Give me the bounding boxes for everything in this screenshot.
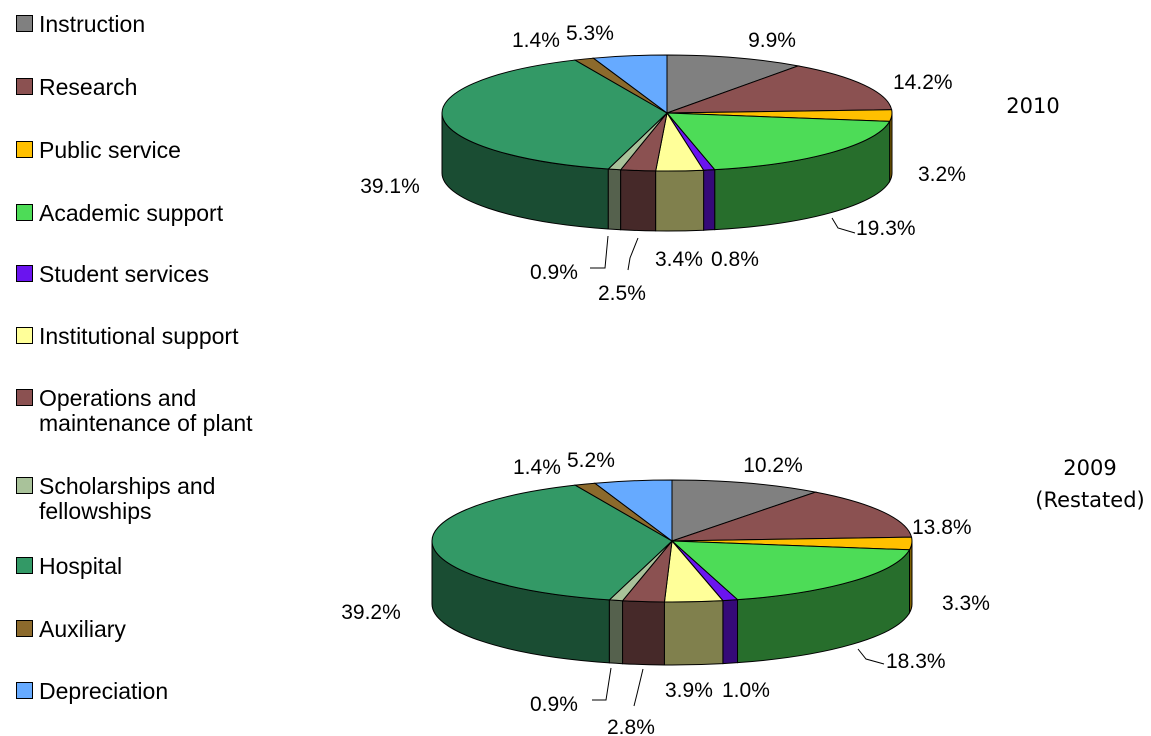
legend-item: Student services <box>16 262 209 287</box>
data-label: 0.9% <box>530 261 578 284</box>
legend-item: Academic support <box>16 201 223 226</box>
chart-title: 2009 <box>1063 456 1116 480</box>
pie-chart: 10.2% 13.8% 3.3% 18.3% 1.0% 3.9% 2.8% 0.9% 39.2%… <box>341 449 1145 736</box>
data-label: 3.3% <box>942 592 990 615</box>
data-label: 10.2% <box>743 454 803 477</box>
legend-label: Public service <box>39 137 181 163</box>
pie-slice-side <box>620 169 657 232</box>
legend: Instruction Research Public service Academi… <box>0 0 320 736</box>
data-label: 2.5% <box>598 282 646 305</box>
legend-item: Research <box>16 75 137 100</box>
legend-item: Depreciation <box>16 679 168 704</box>
legend-swatch <box>16 620 33 637</box>
data-label: 39.1% <box>360 175 420 198</box>
legend-swatch <box>16 204 33 221</box>
pie-slice-side <box>607 168 622 231</box>
data-label: 5.3% <box>566 22 614 45</box>
legend-swatch <box>16 265 33 282</box>
legend-swatch <box>16 15 33 32</box>
legend-swatch <box>16 389 33 406</box>
data-label: 0.9% <box>530 693 578 716</box>
pie-slice <box>666 65 893 114</box>
pie-slice-side <box>608 599 624 665</box>
data-label: 3.4% <box>655 248 703 271</box>
pie-slice <box>665 112 891 171</box>
legend-label: Institutional support <box>39 323 239 349</box>
legend-label: Operations and maintenance of plant <box>39 385 253 436</box>
legend-item: Hospital <box>16 554 122 579</box>
pie-slice-side <box>655 169 705 232</box>
data-label: 2.8% <box>607 716 655 736</box>
pie-slice <box>666 54 801 114</box>
legend-item: Instruction <box>16 12 145 37</box>
legend-swatch <box>16 477 33 494</box>
legend-label: Academic support <box>39 200 224 226</box>
leader-line <box>592 667 612 701</box>
pie-slice <box>671 479 818 542</box>
data-label: 9.9% <box>748 29 796 52</box>
data-label: 19.3% <box>856 217 916 240</box>
pie-slice <box>441 59 668 170</box>
legend-label: Student services <box>39 261 210 287</box>
legend-item: Auxiliary <box>16 617 126 642</box>
legend-label: Scholarships and fellowships <box>39 473 216 524</box>
legend-item: Public service <box>16 138 181 163</box>
chart-title: (Restated) <box>1035 488 1144 512</box>
pie-slice-side <box>663 600 724 666</box>
legend-item: Scholarships and fellowships <box>16 474 215 524</box>
data-label: 1.0% <box>722 679 770 702</box>
legend-swatch <box>16 141 33 158</box>
data-label: 0.8% <box>711 248 759 271</box>
pie-slice <box>592 54 668 114</box>
data-label: 1.4% <box>513 456 561 479</box>
data-label: 3.9% <box>665 679 713 702</box>
data-label: 1.4% <box>512 29 560 52</box>
legend-label: Auxiliary <box>39 616 126 642</box>
leader-line <box>627 237 639 271</box>
pie-slice <box>593 479 673 543</box>
legend-swatch <box>16 327 33 344</box>
legend-label: Instruction <box>39 11 146 37</box>
pie-slice <box>431 484 673 601</box>
legend-swatch <box>16 682 33 699</box>
leader-line <box>857 648 885 665</box>
data-label: 13.8% <box>912 516 972 539</box>
pie-slice-side <box>622 600 665 666</box>
data-label: 39.2% <box>341 601 401 624</box>
leader-line <box>590 235 609 269</box>
legend-label: Hospital <box>39 553 123 579</box>
pie-slice <box>671 491 913 542</box>
legend-swatch <box>16 557 33 574</box>
data-label: 18.3% <box>886 650 946 673</box>
legend-item: Operations and maintenance of plant <box>16 386 253 436</box>
chart-title: 2010 <box>1006 94 1059 118</box>
pie-slice <box>670 540 911 601</box>
pie-slice-side <box>722 599 739 665</box>
leader-line <box>831 217 856 234</box>
legend-label: Research <box>39 74 138 100</box>
legend-label: Depreciation <box>39 678 169 704</box>
data-label: 3.2% <box>918 163 966 186</box>
legend-item: Institutional support <box>16 324 238 349</box>
data-label: 14.2% <box>893 71 953 94</box>
pie-slice-side <box>703 169 716 231</box>
pie-chart: 9.9% 14.2% 3.2% 19.3% 0.8% 3.4% 2.5% 0.9% 39.1% 1… <box>360 22 1060 305</box>
data-label: 5.2% <box>567 449 615 472</box>
legend-swatch <box>16 78 33 95</box>
leader-line <box>633 668 644 707</box>
